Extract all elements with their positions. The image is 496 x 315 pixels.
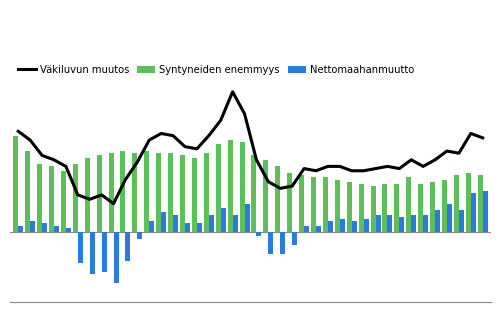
Bar [371,186,375,232]
Bar [478,175,483,232]
Bar [418,184,423,232]
Bar [180,155,185,232]
Bar [268,232,273,254]
Bar [280,232,285,254]
Bar [209,215,214,232]
Bar [18,226,23,232]
Bar [173,215,178,232]
Bar [233,215,238,232]
Bar [382,184,387,232]
Bar [447,204,452,232]
Bar [132,153,137,232]
Bar [204,153,209,232]
Bar [144,151,149,232]
Bar [423,215,428,232]
Bar [292,232,297,245]
Bar [114,232,119,283]
Bar [359,184,364,232]
Bar [435,210,440,232]
Bar [90,232,95,274]
Bar [97,155,102,232]
Bar [483,191,488,232]
Bar [454,175,459,232]
Bar [109,153,114,232]
Bar [471,193,476,232]
Bar [168,153,173,232]
Bar [156,153,161,232]
Bar [311,177,316,232]
Bar [256,232,261,236]
Bar [328,221,333,232]
Bar [37,164,42,232]
Bar [149,221,154,232]
Bar [137,232,142,239]
Bar [240,142,245,232]
Bar [245,204,249,232]
Bar [459,210,464,232]
Bar [335,180,340,232]
Bar [13,136,18,232]
Bar [73,164,78,232]
Bar [387,215,392,232]
Bar [394,184,399,232]
Bar [42,223,47,232]
Bar [30,221,35,232]
Bar [263,160,268,232]
Bar [216,145,221,232]
Bar [299,175,304,232]
Bar [54,226,59,232]
Bar [347,182,352,232]
Bar [466,173,471,232]
Bar [430,182,435,232]
Bar [304,226,309,232]
Bar [406,177,411,232]
Bar [251,155,256,232]
Bar [49,166,54,232]
Bar [78,232,83,263]
Bar [161,212,166,232]
Bar [442,180,447,232]
Bar [228,140,233,232]
Bar [66,228,71,232]
Legend: Väkiluvun muutos, Syntyneiden enemmyys, Nettomaahanmuutto: Väkiluvun muutos, Syntyneiden enemmyys, … [15,62,417,78]
Bar [121,151,125,232]
Bar [340,219,345,232]
Bar [192,158,197,232]
Bar [221,208,226,232]
Bar [185,223,190,232]
Bar [399,217,404,232]
Bar [323,177,328,232]
Bar [364,219,369,232]
Bar [316,226,321,232]
Bar [61,171,66,232]
Bar [125,232,130,261]
Bar [287,173,292,232]
Bar [102,232,107,272]
Bar [352,221,357,232]
Bar [375,215,380,232]
Bar [411,215,416,232]
Bar [85,158,90,232]
Bar [25,151,30,232]
Bar [275,166,280,232]
Bar [197,223,202,232]
